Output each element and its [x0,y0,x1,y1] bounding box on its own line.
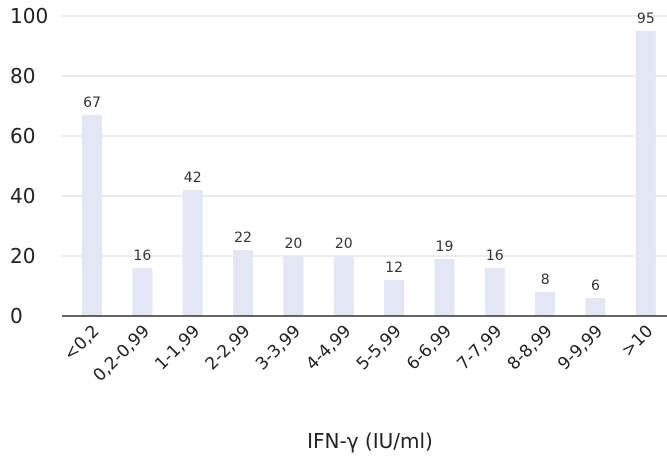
data-label-6-6-99: 19 [436,239,454,255]
bar-5-5-99 [384,280,405,316]
y-axis-ticks: 0 20 40 60 80 100 [10,4,48,328]
bar-10 [635,31,656,316]
grid-lines [62,15,667,257]
bars [82,31,656,316]
y-tick-label-100: 100 [10,4,48,28]
y-tick-label-60: 60 [10,124,35,148]
data-label-2-2-99: 22 [234,230,252,246]
bar-8-8-99 [535,292,556,316]
data-label-0-2: 67 [83,95,101,111]
data-labels: 67 16 42 22 20 20 12 19 16 8 6 95 [83,11,655,294]
bar-1-1-99 [182,190,203,316]
x-tick-label-3-3-99: 3-3,99 [252,321,305,374]
data-label-5-5-99: 12 [385,260,403,276]
y-tick-label-0: 0 [10,304,23,328]
y-tick-label-80: 80 [10,64,35,88]
x-axis-ticks: <0,20,2-0,991-1,992-2,993-3,994-4,995-5,… [60,321,657,385]
bar-9-9-99 [585,298,606,316]
data-label-10: 95 [637,11,655,27]
x-tick-label-0-2: <0,2 [60,321,103,364]
x-tick-label-8-8-99: 8-8,99 [504,321,557,374]
y-tick-label-20: 20 [10,244,35,268]
x-tick-label-5-5-99: 5-5,99 [353,321,406,374]
bar-6-6-99 [434,259,455,316]
bar-4-4-99 [333,256,354,316]
data-label-0-2-0-99: 16 [133,248,151,264]
bar-7-7-99 [484,268,505,316]
y-tick-label-40: 40 [10,184,35,208]
x-axis-title: IFN-γ (IU/ml) [307,429,433,453]
bar-3-3-99 [283,256,304,316]
x-tick-label-9-9-99: 9-9,99 [554,321,607,374]
x-tick-label-6-6-99: 6-6,99 [403,321,456,374]
data-label-3-3-99: 20 [284,236,302,252]
bar-0-2-0-99 [132,268,153,316]
bar-2-2-99 [233,250,254,316]
x-tick-label-1-1-99: 1-1,99 [151,321,204,374]
bar-0-2 [82,115,102,316]
data-label-4-4-99: 20 [335,236,353,252]
x-tick-label-10: >10 [618,321,658,361]
data-label-9-9-99: 6 [591,278,600,294]
x-tick-label-4-4-99: 4-4,99 [302,321,355,374]
x-tick-label-7-7-99: 7-7,99 [453,321,506,374]
data-label-7-7-99: 16 [486,248,504,264]
data-label-8-8-99: 8 [541,272,550,288]
x-tick-label-2-2-99: 2-2,99 [202,321,255,374]
data-label-1-1-99: 42 [184,170,202,186]
x-tick-label-0-2-0-99: 0,2-0,99 [90,321,154,385]
